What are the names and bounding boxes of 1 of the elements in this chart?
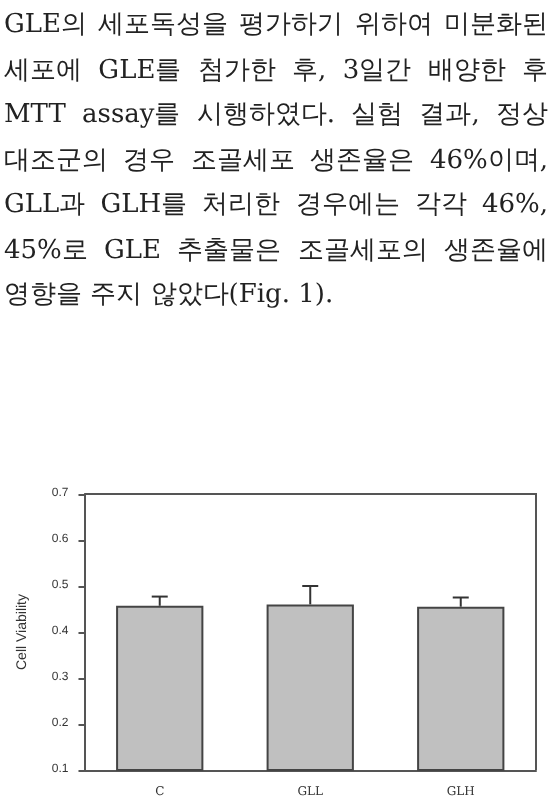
text: GLE의 세포독성을 평가하기 위하여 미분화된 세포에 GLE를 첨가한 후, 3일간 배양한 후 MTT assay를 시행하였다. 실험 결과, 정상 대조군의 경우 조골세포 생존율은 46%이며, GLL과 GLH를 처리한 경우에는 각각 46%, 45%로 GLE 추출물은 조골세포의 생존율에 영향을 주지 않았다(Fig. 1).: [4, 8, 548, 314]
